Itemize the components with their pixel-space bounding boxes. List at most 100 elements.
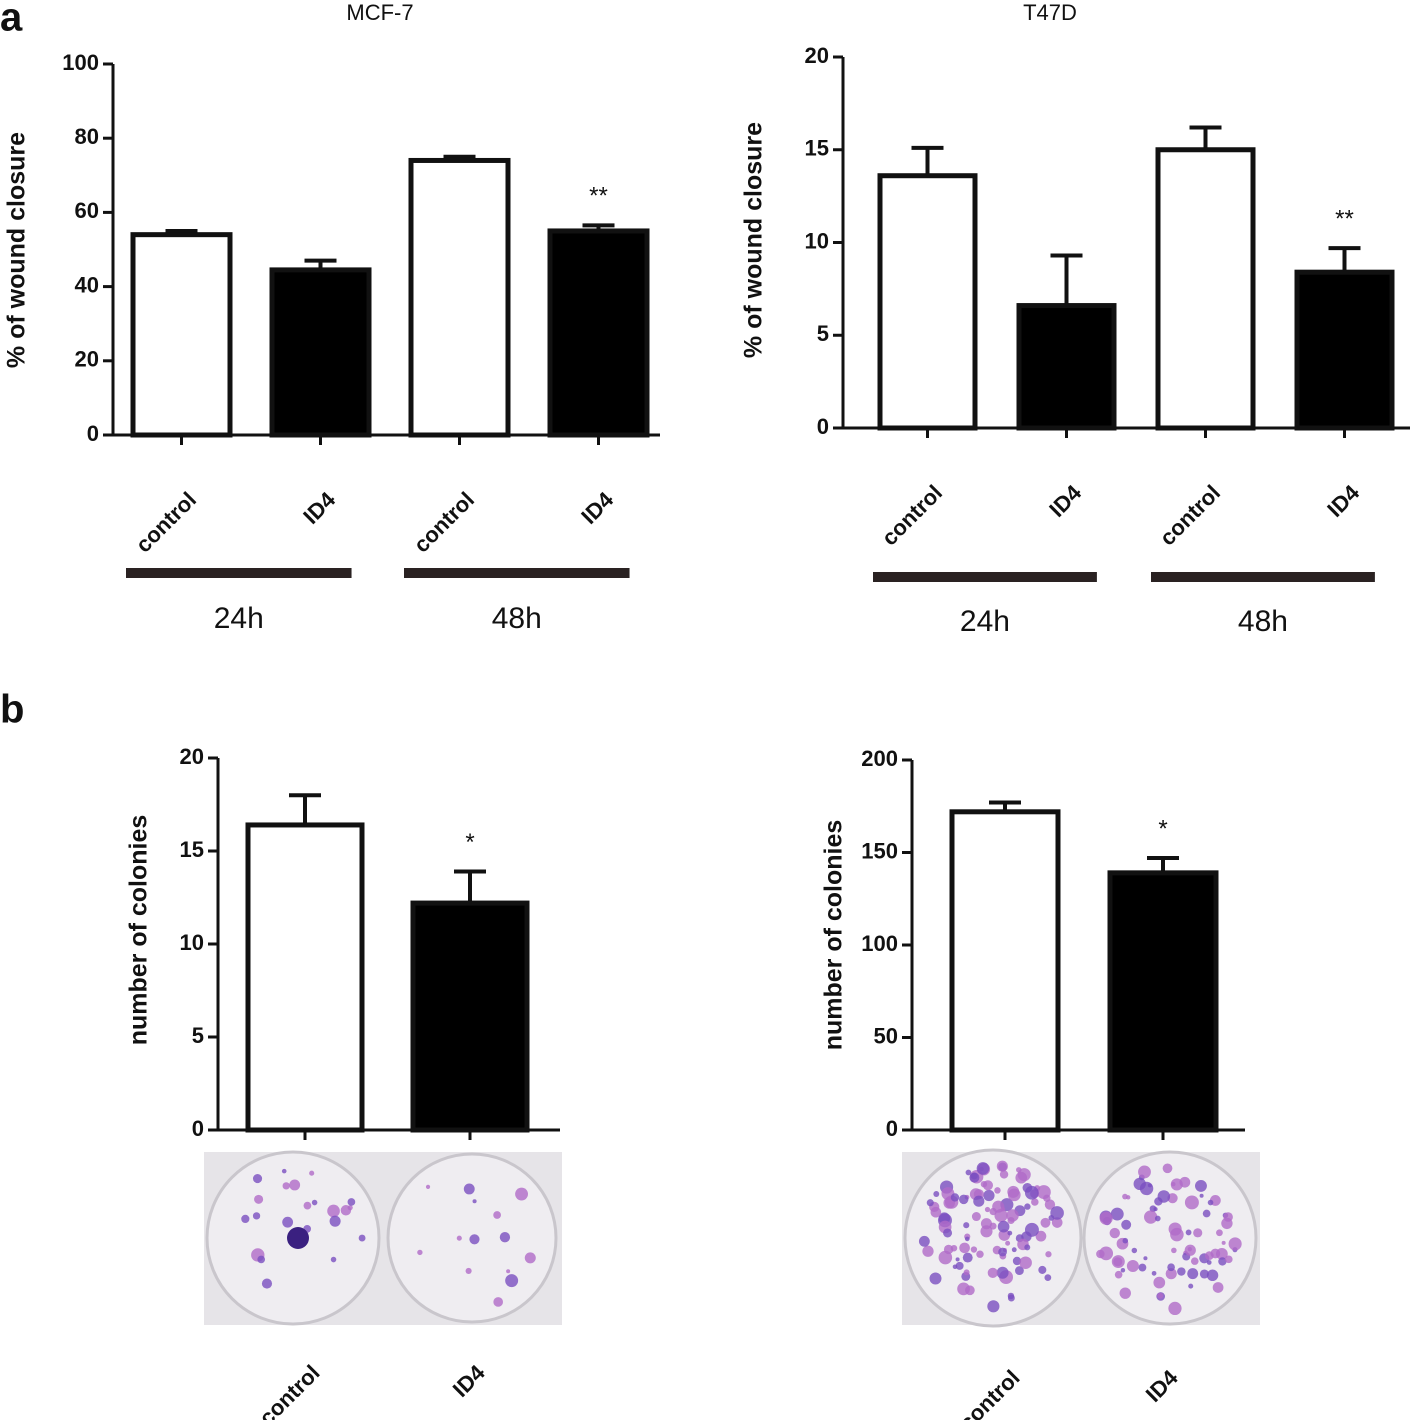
colony-dot bbox=[252, 1173, 263, 1184]
y-tick-label: 0 bbox=[817, 414, 829, 439]
colony-dot bbox=[327, 1204, 340, 1218]
colony-dot bbox=[1019, 1256, 1032, 1270]
colony-dot bbox=[970, 1246, 978, 1253]
chart-title: T47D bbox=[1023, 0, 1077, 25]
plate bbox=[903, 1148, 1083, 1328]
colony-dot bbox=[987, 1300, 1000, 1313]
colony-dot bbox=[943, 1228, 953, 1238]
x-tick-label: ID4 bbox=[448, 1359, 490, 1401]
x-tick-label: control bbox=[131, 487, 201, 557]
colony-dot bbox=[996, 1160, 1008, 1172]
significance: * bbox=[465, 829, 474, 856]
y-tick-label: 5 bbox=[817, 321, 829, 346]
colony-dot bbox=[1016, 1167, 1022, 1173]
x-tick-label: control bbox=[954, 1365, 1024, 1420]
colony-dot bbox=[515, 1187, 528, 1201]
error-bar bbox=[911, 145, 944, 176]
colony-dot bbox=[1114, 1270, 1123, 1279]
colony-dot bbox=[241, 1214, 250, 1224]
group-label: 24h bbox=[960, 605, 1010, 638]
colony-dot bbox=[963, 1269, 970, 1276]
colony-dot bbox=[962, 1252, 973, 1263]
colony-dot bbox=[456, 1235, 462, 1241]
colony-dot bbox=[918, 1235, 930, 1247]
colony-dot bbox=[1099, 1211, 1113, 1225]
y-tick-label: 20 bbox=[75, 347, 99, 372]
chart-title: MCF-7 bbox=[346, 0, 413, 25]
bar bbox=[1155, 147, 1256, 431]
colony-dot bbox=[1190, 1257, 1199, 1265]
colony-dot bbox=[982, 1180, 994, 1191]
colony-dot bbox=[1223, 1212, 1233, 1222]
colony-dot bbox=[1168, 1301, 1182, 1316]
colony-dot bbox=[1206, 1269, 1219, 1282]
error-bar bbox=[1328, 246, 1361, 273]
colony-dot bbox=[282, 1216, 294, 1228]
y-tick-label: 150 bbox=[861, 838, 898, 863]
colony-dot bbox=[1199, 1193, 1204, 1198]
colony-dot bbox=[1187, 1247, 1192, 1252]
colony-dot bbox=[992, 1200, 1005, 1213]
bar bbox=[547, 228, 650, 438]
colony-dot bbox=[984, 1206, 991, 1213]
colony-dot bbox=[1170, 1227, 1184, 1242]
colony-dot bbox=[1012, 1256, 1022, 1266]
colony-dot bbox=[1007, 1292, 1015, 1300]
colony-dot bbox=[1221, 1240, 1226, 1245]
y-tick-label: 60 bbox=[75, 198, 99, 223]
colony-dot bbox=[1188, 1283, 1194, 1289]
colony-dot bbox=[465, 1267, 472, 1275]
y-tick-label: 0 bbox=[87, 421, 99, 446]
colony-dot bbox=[1144, 1210, 1158, 1224]
colony-dot bbox=[950, 1193, 960, 1202]
colony-dot bbox=[281, 1168, 287, 1174]
colony-dot bbox=[425, 1184, 431, 1190]
colony-dot bbox=[1007, 1185, 1020, 1198]
colony-dot bbox=[289, 1179, 301, 1191]
colony-dot bbox=[524, 1252, 536, 1264]
colony-dot bbox=[303, 1201, 312, 1210]
colony-dot bbox=[1110, 1207, 1124, 1221]
colony-dot bbox=[1187, 1268, 1199, 1280]
x-tick-label: control bbox=[254, 1360, 324, 1420]
x-tick-label: control bbox=[409, 487, 479, 557]
colony-dot bbox=[1122, 1237, 1129, 1244]
colony-dot bbox=[1051, 1217, 1063, 1228]
colony-dot bbox=[996, 1266, 1009, 1279]
y-tick-label: 10 bbox=[180, 930, 204, 955]
significance: ** bbox=[589, 183, 608, 210]
colony-dot bbox=[1024, 1185, 1039, 1200]
colony-dot bbox=[417, 1249, 423, 1256]
colony-dot bbox=[1157, 1292, 1164, 1299]
y-tick-label: 100 bbox=[62, 50, 99, 75]
colony-dot bbox=[1206, 1260, 1212, 1265]
colony-dot bbox=[1040, 1217, 1051, 1228]
y-axis-label: % of wound closure bbox=[740, 122, 768, 358]
y-tick-label: 80 bbox=[75, 124, 99, 149]
colony-dot bbox=[1050, 1206, 1064, 1220]
colony-dot bbox=[252, 1212, 261, 1220]
error-bar bbox=[454, 869, 486, 904]
group-label: 24h bbox=[214, 602, 264, 635]
x-tick-label: ID4 bbox=[1322, 479, 1364, 521]
colony-dot bbox=[955, 1257, 960, 1262]
y-tick-label: 0 bbox=[886, 1116, 898, 1141]
group-label: 48h bbox=[1238, 605, 1288, 638]
colony-dot bbox=[1218, 1257, 1227, 1266]
x-tick-label: control bbox=[1155, 480, 1225, 550]
x-tick-label: ID4 bbox=[1141, 1364, 1183, 1406]
colony-dot bbox=[506, 1269, 511, 1274]
colony-dot bbox=[976, 1162, 990, 1175]
colony-dot bbox=[998, 1247, 1007, 1257]
x-tick-label: ID4 bbox=[576, 486, 618, 528]
colony-dot bbox=[1177, 1267, 1186, 1276]
bar bbox=[408, 157, 511, 438]
colony-dot bbox=[929, 1272, 942, 1285]
colony-dot bbox=[493, 1211, 501, 1219]
y-tick-label: 5 bbox=[192, 1023, 204, 1048]
plate bbox=[1082, 1150, 1258, 1326]
bar bbox=[1107, 870, 1219, 1133]
x-tick-label: ID4 bbox=[298, 486, 340, 528]
y-tick-label: 100 bbox=[861, 931, 898, 956]
